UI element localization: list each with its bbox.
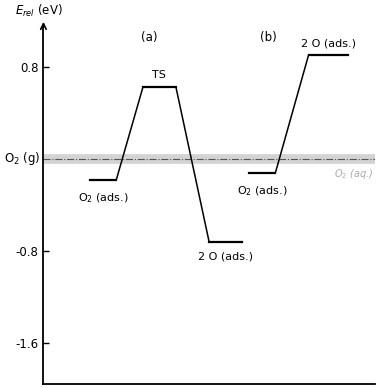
Text: (a): (a): [141, 31, 158, 43]
Text: $E_{rel}$ (eV): $E_{rel}$ (eV): [15, 3, 63, 19]
Text: 2 O (ads.): 2 O (ads.): [198, 251, 253, 261]
Text: 2 O (ads.): 2 O (ads.): [301, 38, 356, 48]
Text: TS: TS: [152, 71, 166, 80]
Text: O$_2$ (ads.): O$_2$ (ads.): [78, 191, 128, 205]
Text: (b): (b): [260, 31, 277, 43]
Text: O$_2$ (g): O$_2$ (g): [4, 151, 40, 167]
Text: O$_2$ (aq.): O$_2$ (aq.): [334, 167, 373, 181]
Text: O$_2$ (ads.): O$_2$ (ads.): [237, 184, 288, 198]
